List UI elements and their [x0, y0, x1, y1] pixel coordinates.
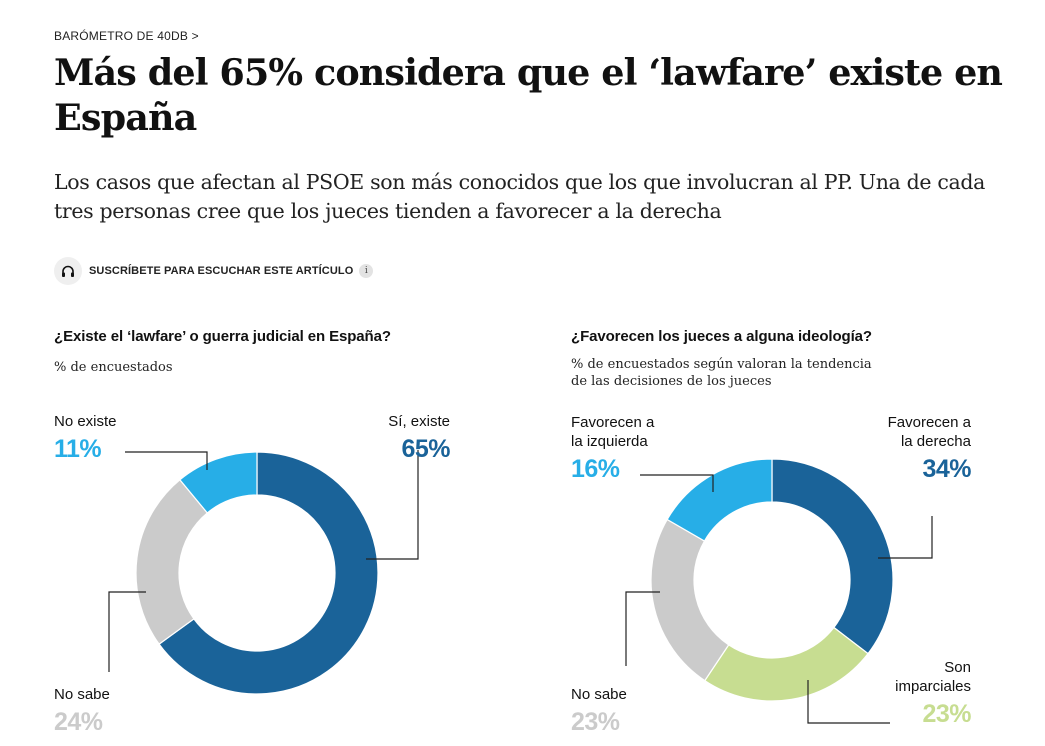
chart1-leader-line-si-existe [366, 450, 419, 560]
chart1-label-no-existe: No existe [54, 413, 117, 430]
chart2-leader-line-son-imparciales [807, 680, 890, 724]
chart1-slice-si-existe [158, 451, 379, 695]
chart2-title: ¿Favorecen los jueces a alguna ideología… [571, 328, 872, 345]
chart1-leader-line-no-sabe [108, 591, 146, 672]
info-icon[interactable]: i [359, 264, 374, 278]
article-subtitle: Los casos que afectan al PSOE son más co… [54, 170, 985, 223]
chart2-slice-son-imparciales [703, 626, 869, 702]
chart1-slice-no-sabe [135, 478, 209, 645]
chart1-label-si-existe: Sí, existe [388, 413, 450, 430]
chart2-leader-line-favorecen-a-la-izquierda [640, 474, 714, 492]
chart2-value-favorecen-a-la-izquierda: 16% [571, 455, 620, 483]
chart1-title: ¿Existe el ‘lawfare’ o guerra judicial e… [54, 328, 391, 345]
chart2-slice-favorecen-a-la-derecha [771, 458, 894, 655]
chart1-value-si-existe: 65% [401, 435, 450, 463]
chart2-label-son-imparciales: Son imparciales [895, 659, 971, 695]
chart2-label-favorecen-a-la-izquierda: Favorecen a la izquierda [571, 414, 655, 450]
breadcrumb-link[interactable]: BARÓMETRO DE 40DB > [54, 29, 199, 43]
headphones-icon [62, 265, 74, 277]
chart1-label-no-sabe: No sabe [54, 686, 110, 703]
chart1-value-no-sabe: 24% [54, 708, 103, 736]
chart2-slice-no-sabe [650, 518, 730, 682]
audio-player: SUSCRÍBETE PARA ESCUCHAR ESTE ARTÍCULO i [54, 256, 374, 286]
chart2-value-no-sabe: 23% [571, 708, 620, 736]
chart2-value-favorecen-a-la-derecha: 34% [922, 455, 971, 483]
chart2-slice-favorecen-a-la-izquierda [666, 458, 773, 542]
chart2-label-favorecen-a-la-derecha: Favorecen a la derecha [888, 414, 972, 450]
chart2-leader-line-no-sabe [625, 591, 660, 666]
chart2-subtitle: % de encuestados según valoran la tenden… [571, 357, 872, 389]
chart1-slice-no-existe [179, 451, 258, 514]
page-title: Más del 65% considera que el ‘lawfare’ e… [54, 51, 1003, 139]
chart2-leader-line-favorecen-a-la-derecha [878, 516, 933, 559]
listen-button[interactable] [54, 257, 82, 285]
chart1-subtitle: % de encuestados [54, 360, 173, 375]
subscribe-to-listen-link[interactable]: SUSCRÍBETE PARA ESCUCHAR ESTE ARTÍCULO [89, 265, 354, 277]
chart1-value-no-existe: 11% [54, 435, 101, 463]
chart2-label-no-sabe: No sabe [571, 686, 627, 703]
chart2-value-son-imparciales: 23% [922, 700, 971, 728]
chart1-leader-line-no-existe [125, 451, 208, 470]
